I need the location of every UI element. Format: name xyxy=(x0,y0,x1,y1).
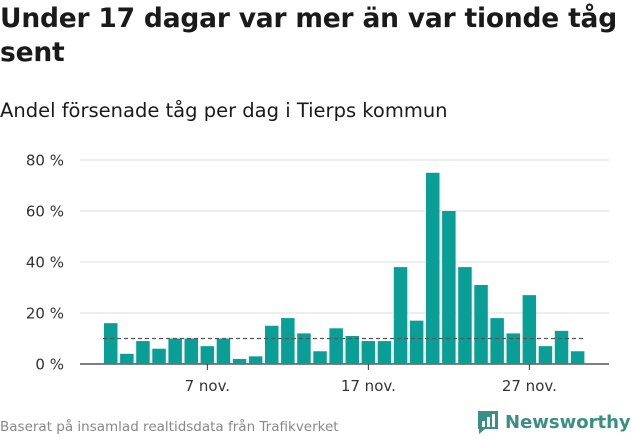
newsworthy-logo-text: Newsworthy xyxy=(505,411,631,433)
bar xyxy=(377,341,392,364)
bar xyxy=(506,333,520,364)
bar xyxy=(409,320,424,364)
x-tick-label: 17 nov. xyxy=(341,377,396,395)
bar xyxy=(248,356,263,364)
x-tick-label: 27 nov. xyxy=(502,377,557,395)
bar xyxy=(216,338,231,364)
bar xyxy=(104,323,118,364)
bar xyxy=(345,335,359,364)
bars xyxy=(104,172,585,364)
bar xyxy=(570,351,585,364)
x-axis-ticks: 7 nov. 17 nov. 27 nov. xyxy=(185,364,557,395)
chart-title: Under 17 dagar var mer än var tionde tåg… xyxy=(0,3,617,68)
y-tick-label: 60 % xyxy=(26,203,64,221)
bar-chart: 0 % 20 % 40 % 60 % 80 % 7 nov. 17 nov. 27 nov. xyxy=(26,152,609,395)
bar xyxy=(426,172,440,364)
bar xyxy=(297,333,311,364)
bar xyxy=(152,348,166,364)
bar xyxy=(458,267,472,364)
bar xyxy=(313,351,327,364)
gridlines xyxy=(80,159,609,365)
bar xyxy=(265,325,279,364)
y-tick-label: 40 % xyxy=(26,254,64,272)
chart-subtitle: Andel försenade tåg per dag i Tierps kom… xyxy=(0,99,448,122)
newsworthy-logo-icon xyxy=(478,411,498,434)
bar xyxy=(200,346,215,364)
bar xyxy=(442,211,456,364)
newsworthy-logo: Newsworthy xyxy=(476,408,631,436)
bar xyxy=(136,341,150,364)
bar xyxy=(120,353,134,364)
y-tick-label: 80 % xyxy=(26,152,64,170)
bar xyxy=(232,358,247,364)
bar xyxy=(281,318,295,364)
y-tick-label: 20 % xyxy=(26,305,64,323)
bar xyxy=(538,346,553,364)
bar xyxy=(361,341,376,364)
y-tick-label: 0 % xyxy=(35,356,64,374)
bar xyxy=(168,338,182,364)
bar xyxy=(474,284,488,364)
x-tick-label: 7 nov. xyxy=(185,377,230,395)
bar xyxy=(393,267,408,364)
y-axis-ticks: 0 % 20 % 40 % 60 % 80 % xyxy=(26,152,64,374)
source-note: Baserat på insamlad realtidsdata från Tr… xyxy=(0,419,339,435)
bar xyxy=(554,330,569,364)
bar xyxy=(490,318,504,364)
bar xyxy=(329,328,343,364)
bar xyxy=(184,338,198,364)
bar xyxy=(522,295,537,364)
